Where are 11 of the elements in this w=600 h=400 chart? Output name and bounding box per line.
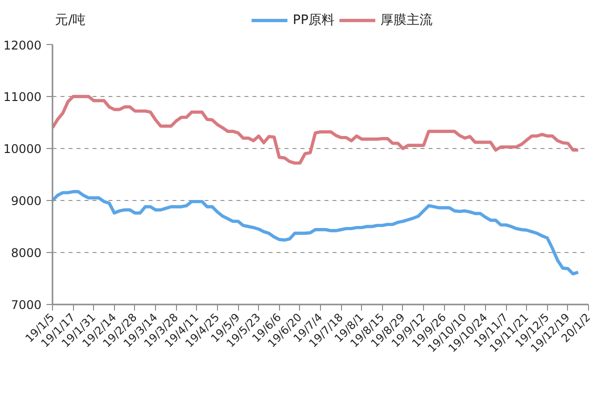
legend-label: 厚膜主流 (380, 12, 433, 28)
legend-label: PP原料 (292, 13, 334, 28)
y-tick-label: 11000 (3, 90, 42, 104)
y-tick-label: 7000 (10, 298, 42, 312)
y-tick-label: 12000 (3, 38, 42, 52)
y-tick-label: 8000 (10, 246, 42, 260)
y-tick-label: 10000 (3, 142, 42, 156)
y-axis-title: 元/吨 (55, 13, 86, 28)
line-series (52, 190, 580, 276)
line-series (52, 94, 580, 165)
y-tick-label: 9000 (10, 194, 42, 208)
